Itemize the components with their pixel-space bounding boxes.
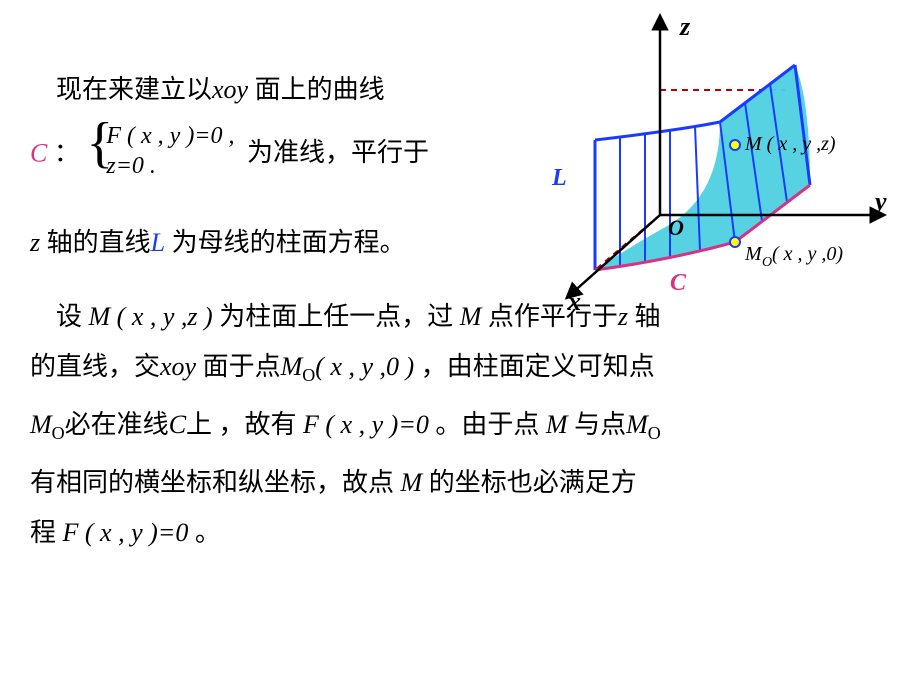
surface [595, 65, 810, 270]
t: M [460, 302, 482, 331]
diagram-svg: z y x O L C M ( x , y ,z) M O ( x , y ,0… [540, 10, 910, 310]
m-label: M ( x , y ,z) [744, 133, 836, 155]
t: 面于点 [196, 352, 281, 381]
t: M [281, 352, 303, 381]
brace-icon: { [86, 115, 113, 171]
para-4: 有相同的横坐标和纵坐标，故点 M 的坐标也必满足方 [30, 458, 900, 508]
x-axis-label: x [567, 287, 581, 310]
t: F ( x , y )=0 [303, 410, 429, 439]
t: 为柱面上任一点，过 [213, 302, 460, 331]
eq-1: F ( x , y )=0 , [106, 121, 234, 151]
curve-c-label: C [30, 138, 47, 167]
t: ( x , y ,0 ) [315, 352, 414, 381]
t: O [648, 423, 661, 443]
t: 面上的曲线 [248, 75, 385, 104]
cylinder-diagram: z y x O L C M ( x , y ,z) M O ( x , y ,0… [540, 10, 910, 310]
z-axis-label: z [679, 12, 691, 41]
t: 的直线，交 [30, 352, 160, 381]
t: O [52, 423, 65, 443]
t: 的坐标也必满足方 [422, 468, 637, 497]
t: 为母线的柱面方程。 [165, 228, 406, 257]
t: 设 [56, 302, 89, 331]
t: M [401, 468, 423, 497]
t: 与点 [568, 410, 627, 439]
c-label: C [670, 270, 687, 296]
t: z [30, 228, 40, 257]
line-l-label: L [151, 228, 165, 257]
origin-label: O [668, 215, 684, 240]
y-axis-label: y [872, 187, 887, 216]
m0-label: M O ( x , y ,0) [744, 243, 843, 270]
point-m [730, 140, 740, 150]
t: M [546, 410, 568, 439]
t: xoy [212, 75, 248, 104]
t: 。由于点 [429, 410, 546, 439]
t: O [302, 365, 315, 385]
t: 有相同的横坐标和纵坐标，故点 [30, 468, 401, 497]
t: C [169, 410, 186, 439]
para-2: 的直线，交xoy 面于点MO( x , y ,0 ) ，由柱面定义可知点 [30, 342, 900, 400]
para-3: MO必在准线C上 ，故有 F ( x , y )=0 。由于点 M 与点MO [30, 400, 900, 458]
t: 现在来建立以 [56, 75, 212, 104]
brace-block: { F ( x , y )=0 , z=0 . [86, 121, 234, 190]
t: 。 [188, 518, 221, 547]
colon: ： [54, 138, 80, 167]
point-m0 [730, 237, 740, 247]
svg-text:O: O [762, 255, 772, 270]
svg-text:( x , y ,0): ( x , y ,0) [772, 243, 843, 265]
t: ，由柱面定义可知点 [414, 352, 655, 381]
para-5: 程 F ( x , y )=0 。 [30, 508, 900, 558]
eq-2: z=0 . [106, 151, 234, 181]
t: M [30, 410, 52, 439]
svg-text:M: M [744, 243, 763, 265]
l-label: L [551, 165, 567, 191]
t: xoy [160, 352, 196, 381]
t: 必在准线 [65, 410, 169, 439]
t: 程 [30, 518, 63, 547]
t: F ( x , y )=0 [63, 518, 189, 547]
t: 轴的直线 [40, 228, 151, 257]
t: M [626, 410, 648, 439]
t: 上 ，故有 [186, 410, 303, 439]
t: M ( x , y ,z ) [89, 302, 213, 331]
t: 为准线，平行于 [247, 138, 429, 167]
